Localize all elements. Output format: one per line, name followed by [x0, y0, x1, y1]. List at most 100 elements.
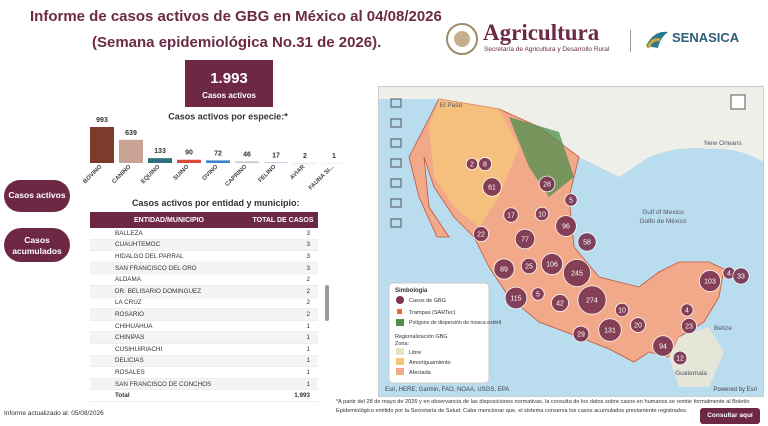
case-bubble: [538, 175, 556, 193]
btn-consult[interactable]: Consultar aquí: [700, 408, 760, 424]
bar: [206, 160, 230, 163]
bar: [293, 162, 317, 164]
map-tool[interactable]: [390, 218, 402, 228]
cell-value: 2: [306, 310, 310, 318]
scrollbar[interactable]: [325, 285, 329, 321]
table-header: ENTIDAD/MUNICIPIO TOTAL DE CASOS: [90, 212, 318, 228]
bubble-label: 106: [546, 262, 558, 269]
case-bubble: [680, 317, 698, 335]
table-row: ROSARIO 2: [90, 309, 318, 321]
bar: [119, 139, 143, 163]
place-label: Guatemala: [675, 370, 707, 377]
map-tool[interactable]: [390, 178, 402, 188]
cell-name: BALLEZA: [115, 229, 143, 237]
bubble-label: 58: [583, 240, 591, 247]
cell-name: CHINIPAS: [115, 334, 145, 342]
cell-name: DR. BELISARIO DOMINGUEZ: [115, 287, 202, 295]
bubble-label: 77: [521, 237, 529, 244]
value-label: 639: [125, 130, 137, 137]
place-label: El Paso: [440, 102, 463, 109]
case-bubble: [564, 193, 578, 207]
cell-value: 3: [306, 241, 310, 249]
bubble-label: 25: [525, 264, 533, 271]
value-label: 46: [243, 151, 251, 158]
category-label: FAUNA SI...: [308, 164, 336, 192]
category-label: SUINO: [173, 164, 191, 182]
case-bubble: [614, 302, 630, 318]
legend-text: Polígono de dispersión de mosca estéril: [409, 320, 501, 326]
divider: [630, 30, 631, 52]
cell-name: SAN FRANCISCO DE CONCHOS: [115, 380, 212, 388]
cell-name: SAN FRANCISCO DEL ORO: [115, 264, 197, 272]
category-label: FELINO: [258, 164, 278, 184]
map-tool[interactable]: [390, 98, 402, 108]
bubble-label: 5: [536, 292, 540, 299]
map-tool[interactable]: [390, 198, 402, 208]
cell-value: 3: [306, 252, 310, 260]
table-row: Total 1.993: [90, 390, 318, 402]
bubble-label: 33: [737, 274, 745, 281]
bubble-label: 12: [676, 356, 684, 363]
cell-value: 1.993: [294, 392, 310, 400]
legend-text: Amortiguamiento: [409, 360, 451, 366]
place-label: New Orleans: [704, 140, 742, 147]
case-bubble: [551, 294, 569, 312]
legend-polygon: [396, 319, 404, 326]
kpi-label: Casos activos: [202, 91, 256, 100]
table-row: SAN FRANCISCO DE CONCHOS 1: [90, 378, 318, 391]
bubble-label: 131: [604, 328, 616, 335]
senasica-icon: [646, 31, 668, 49]
category-label: CAPRINO: [225, 164, 249, 188]
category-label: AVIAR: [289, 164, 307, 182]
table: ENTIDAD/MUNICIPIO TOTAL DE CASOS BALLEZA…: [90, 212, 318, 402]
table-row: CUSIHUIRIACHI 1: [90, 343, 318, 356]
btn-active[interactable]: Casos activos: [4, 180, 70, 212]
table-row: SAN FRANCISCO DEL ORO 3: [90, 262, 318, 275]
value-label: 17: [272, 152, 280, 159]
bar: [148, 158, 172, 163]
sterile-fly-polygon: [509, 117, 574, 197]
legend-zone: [396, 368, 404, 375]
case-bubble: [503, 207, 519, 223]
table-row: ROSALES 1: [90, 367, 318, 379]
map-tool[interactable]: [390, 118, 402, 128]
kpi-card: 1.993 Casos activos: [185, 60, 273, 107]
case-bubble: [598, 318, 622, 342]
bubble-label: 10: [538, 212, 546, 219]
map-basemap-btn[interactable]: [730, 94, 746, 110]
cell-name: CUSIHUIRIACHI: [115, 345, 163, 353]
cell-value: 1: [306, 345, 310, 353]
case-bubble: [520, 257, 538, 275]
bubble-label: 96: [562, 224, 570, 231]
title: Informe de casos activos de GBG en Méxic…: [30, 8, 442, 25]
table-row: DELICIAS 1: [90, 355, 318, 368]
map-tool[interactable]: [390, 138, 402, 148]
bubble-label: 42: [556, 301, 564, 308]
case-bubble: [732, 267, 750, 285]
case-bubble: [555, 215, 577, 237]
bubble-label: 23: [685, 324, 693, 331]
case-bubble: [493, 258, 515, 280]
value-label: 993: [96, 117, 108, 124]
legend-text: Zona:: [395, 341, 410, 347]
cell-value: 2: [306, 276, 310, 284]
table-row: CHIHUAHUA 1: [90, 320, 318, 333]
value-label: 72: [214, 150, 222, 157]
logo-emblem: [446, 23, 478, 55]
table-title: Casos activos por entidad y municipio:: [132, 198, 300, 208]
cell-name: DELICIAS: [115, 357, 144, 365]
cell-name: HIDALGO DEL PARRAL: [115, 252, 184, 260]
bar: [322, 162, 346, 164]
map-tool[interactable]: [390, 158, 402, 168]
bubble-label: 103: [704, 279, 716, 286]
cell-value: 1: [306, 380, 310, 388]
legend-text: Simbología: [395, 288, 428, 294]
cell-value: 2: [306, 299, 310, 307]
value-label: 133: [154, 148, 166, 155]
bubble-label: 22: [477, 232, 485, 239]
category-label: CANINO: [111, 164, 132, 185]
bubble-label: 94: [659, 344, 667, 351]
btn-cumulative[interactable]: Casos acumulados: [4, 228, 70, 262]
case-bubble: [482, 177, 502, 197]
